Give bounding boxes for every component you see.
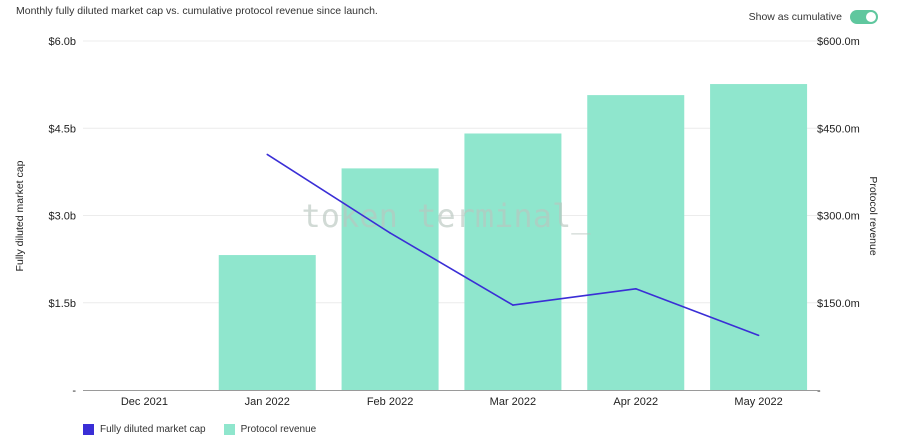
y-right-tick-label: $450.0m (817, 123, 860, 135)
market-cap-line-group (266, 153, 760, 337)
y-right-tick-label: $150.0m (817, 298, 860, 310)
legend-label-revenue: Protocol revenue (240, 424, 317, 435)
y-left-tick-label: $4.5b (48, 123, 76, 135)
y-left-tick-label: $3.0b (48, 211, 76, 223)
cumulative-toggle-group: Show as cumulative (749, 10, 878, 24)
toggle-knob (866, 12, 876, 22)
market-cap-point (757, 334, 760, 337)
y-left-tick-label: $1.5b (48, 298, 76, 310)
revenue-bar (710, 84, 808, 390)
y-right-tick-label: $300.0m (817, 211, 860, 223)
market-cap-point (512, 304, 514, 306)
x-tick-label: May 2022 (734, 396, 782, 408)
revenue-bar (587, 95, 685, 390)
legend-item-revenue[interactable]: Protocol revenue (223, 424, 317, 435)
axes: -$1.5b$3.0b$4.5b$6.0b-$150.0m$300.0m$450… (48, 36, 859, 408)
y-left-tick-label: - (72, 385, 76, 397)
grid-lines (83, 40, 820, 304)
legend-item-market-cap[interactable]: Fully diluted market cap (83, 424, 206, 435)
watermark-text: token terminal_ (302, 197, 592, 235)
revenue-bar (464, 133, 562, 391)
revenue-bar (341, 168, 439, 390)
chart-subtitle: Monthly fully diluted market cap vs. cum… (16, 5, 378, 17)
left-axis-title: Fully diluted market cap (14, 160, 26, 271)
x-tick-label: Mar 2022 (490, 396, 536, 408)
legend-label-market-cap: Fully diluted market cap (100, 424, 206, 435)
legend-swatch-market-cap (83, 424, 94, 435)
cumulative-toggle-label: Show as cumulative (748, 11, 842, 23)
x-tick-label: Apr 2022 (613, 396, 658, 408)
legend-swatch-revenue (223, 424, 235, 435)
y-right-tick-label: $600.0m (817, 36, 860, 48)
right-axis-title: Protocol revenue (867, 176, 879, 256)
market-cap-point (634, 287, 637, 290)
x-tick-label: Dec 2021 (121, 396, 168, 408)
cumulative-toggle-switch[interactable] (850, 10, 878, 24)
revenue-bar (218, 255, 316, 390)
revenue-bars (218, 84, 808, 391)
market-cap-point (389, 232, 391, 234)
x-tick-label: Jan 2022 (245, 396, 290, 408)
x-tick-label: Feb 2022 (367, 396, 413, 408)
y-left-tick-label: $6.0b (48, 36, 76, 48)
market-cap-point (266, 153, 269, 156)
chart-legend: Fully diluted market cap Protocol revenu… (83, 424, 316, 435)
